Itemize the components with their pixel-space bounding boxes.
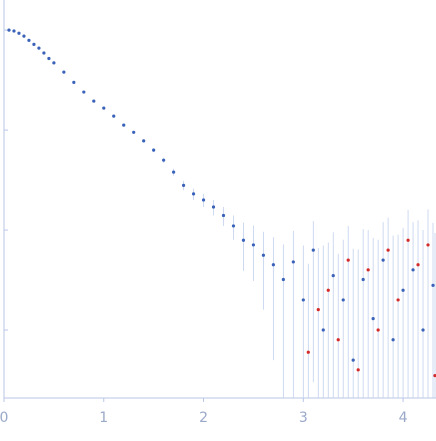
data-point xyxy=(416,263,420,267)
data-point xyxy=(411,268,415,272)
x-tick-label: 0 xyxy=(0,410,8,426)
data-point xyxy=(142,139,146,143)
data-point xyxy=(311,248,315,252)
data-point xyxy=(112,114,116,118)
data-point xyxy=(17,31,21,35)
data-point xyxy=(27,38,31,42)
data-point xyxy=(426,243,430,247)
data-point xyxy=(62,70,66,74)
x-tick-label: 4 xyxy=(399,410,408,426)
data-point xyxy=(42,51,46,55)
data-point xyxy=(251,243,256,247)
data-point xyxy=(356,368,360,372)
data-point xyxy=(52,61,56,65)
data-point xyxy=(321,328,325,332)
data-point xyxy=(391,338,395,342)
data-point xyxy=(341,298,345,302)
data-point xyxy=(241,238,246,242)
data-point xyxy=(351,358,355,362)
data-point xyxy=(281,277,285,282)
data-point xyxy=(211,205,216,209)
data-point xyxy=(132,130,136,134)
data-point xyxy=(37,46,41,50)
data-point xyxy=(336,338,340,342)
data-point xyxy=(7,28,11,32)
data-point xyxy=(82,90,86,94)
data-point xyxy=(433,374,436,378)
data-point xyxy=(12,29,16,33)
data-point xyxy=(401,288,405,292)
data-point xyxy=(291,260,295,264)
data-point xyxy=(152,148,156,152)
data-point xyxy=(162,158,166,162)
x-tick-label: 2 xyxy=(199,410,208,426)
data-point xyxy=(381,258,385,262)
data-point xyxy=(301,298,305,302)
data-point xyxy=(102,106,106,110)
data-point xyxy=(306,350,310,354)
data-point xyxy=(191,192,196,196)
data-point xyxy=(386,248,390,252)
data-point xyxy=(72,80,76,84)
data-point xyxy=(346,258,350,262)
data-point xyxy=(331,274,335,278)
data-point xyxy=(122,123,126,127)
data-point xyxy=(221,213,226,218)
data-point xyxy=(421,328,425,332)
data-point xyxy=(376,328,380,332)
data-point xyxy=(366,268,370,272)
data-point xyxy=(22,34,26,38)
data-point xyxy=(47,56,51,61)
data-point xyxy=(271,263,275,267)
data-point xyxy=(371,317,375,321)
x-tick-label: 1 xyxy=(99,410,108,426)
data-point xyxy=(361,277,365,282)
data-point xyxy=(326,288,330,292)
data-point xyxy=(172,170,176,174)
data-point xyxy=(92,99,96,103)
data-point xyxy=(316,308,320,312)
data-point xyxy=(396,298,400,302)
data-point xyxy=(32,42,36,46)
x-tick-label: 3 xyxy=(299,410,308,426)
data-point xyxy=(431,283,435,287)
data-point xyxy=(181,183,186,187)
data-point xyxy=(261,253,265,257)
data-point xyxy=(406,238,410,242)
data-point xyxy=(201,198,206,202)
data-point xyxy=(231,224,236,228)
